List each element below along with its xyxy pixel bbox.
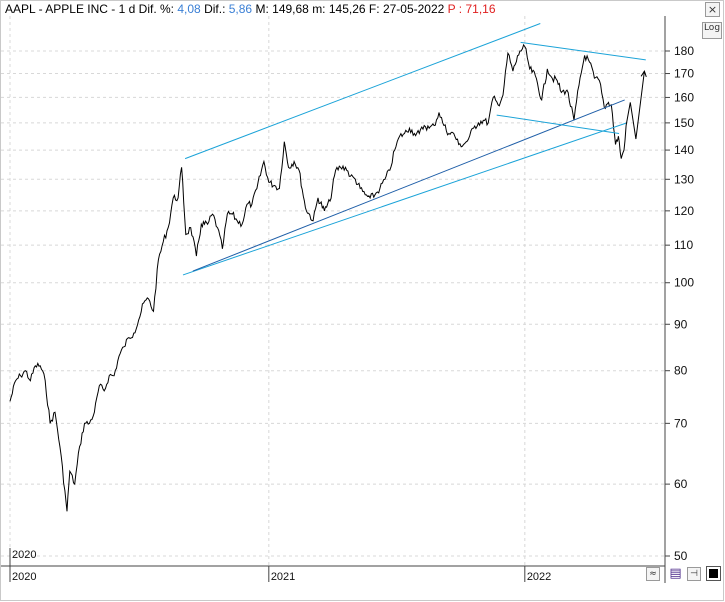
y-tick-label: 70 [674, 416, 688, 430]
pin-icon: ⊣ [690, 569, 698, 579]
y-tick-label: 140 [674, 143, 694, 157]
header-dif-pct-label: Dif. %: [139, 2, 174, 16]
trendline [184, 23, 541, 160]
header-date-label: F: [369, 2, 380, 16]
log-scale-label: Log [703, 23, 721, 33]
header-name: APPLE INC [45, 2, 108, 16]
y-tick-label: 110 [674, 238, 693, 252]
save-button[interactable]: ▤ [668, 566, 683, 581]
color-swatch-button[interactable] [706, 566, 721, 581]
y-tick-label: 100 [674, 276, 694, 290]
pin-button[interactable]: ⊣ [687, 567, 701, 581]
color-swatch-icon [709, 569, 718, 578]
y-tick-label: 150 [674, 116, 694, 130]
header-max-label: M: [255, 2, 268, 16]
y-tick-label: 60 [674, 477, 688, 491]
x-tick-label: 2020 [12, 549, 36, 561]
header-date-value: 27-05-2022 [383, 2, 445, 16]
scroll-icon: ≈ [649, 569, 657, 579]
y-tick-label: 50 [674, 549, 688, 563]
price-layer [9, 43, 627, 512]
x-axis-ticks: 2020 2020 2021 2022 [9, 548, 551, 583]
y-tick-label: 170 [674, 67, 694, 81]
trendline [520, 41, 646, 61]
header-min-value: 145,26 [329, 2, 366, 16]
x-tick-label: 2020 [12, 571, 36, 583]
chart-header: AAPL - APPLE INC - 1 d Dif. %: 4,08 Dif.… [5, 2, 496, 16]
y-tick-label: 80 [674, 364, 688, 378]
y-tick-label: 120 [674, 204, 694, 218]
axes [1, 16, 666, 583]
header-dif-label: Dif.: [204, 2, 225, 16]
header-min-label: m: [312, 2, 325, 16]
x-tick-label: 2021 [271, 571, 295, 583]
header-dif-value: 5,86 [229, 2, 253, 16]
header-max-value: 149,68 [272, 2, 309, 16]
scroll-button[interactable]: ≈ [646, 567, 660, 581]
trendline [496, 114, 620, 135]
projection-arrowhead [640, 70, 647, 78]
header-symbol: AAPL [5, 2, 36, 16]
close-icon: × [707, 3, 718, 16]
y-axis-ticks: 50 60 70 80 90 100 110 120 130 140 150 160 170 180 [665, 44, 694, 563]
price-series-line [9, 43, 627, 512]
close-button[interactable]: × [705, 2, 720, 17]
header-p-label: P : [448, 2, 462, 16]
y-tick-label: 130 [674, 172, 694, 186]
grid [1, 16, 665, 566]
projection-line [625, 71, 645, 140]
header-period: 1 d [119, 2, 136, 16]
log-scale-button[interactable]: Log [702, 22, 722, 39]
x-tick-label: 2022 [527, 571, 551, 583]
y-tick-label: 90 [674, 317, 688, 331]
save-icon: ▤ [669, 566, 682, 581]
header-dif-pct-value: 4,08 [177, 2, 201, 16]
y-tick-label: 180 [674, 44, 694, 58]
trendline [192, 99, 625, 272]
y-tick-label: 160 [674, 90, 694, 104]
trendline [182, 122, 627, 276]
header-p-value: 71,16 [465, 2, 495, 16]
annotation-layer[interactable] [182, 23, 647, 276]
